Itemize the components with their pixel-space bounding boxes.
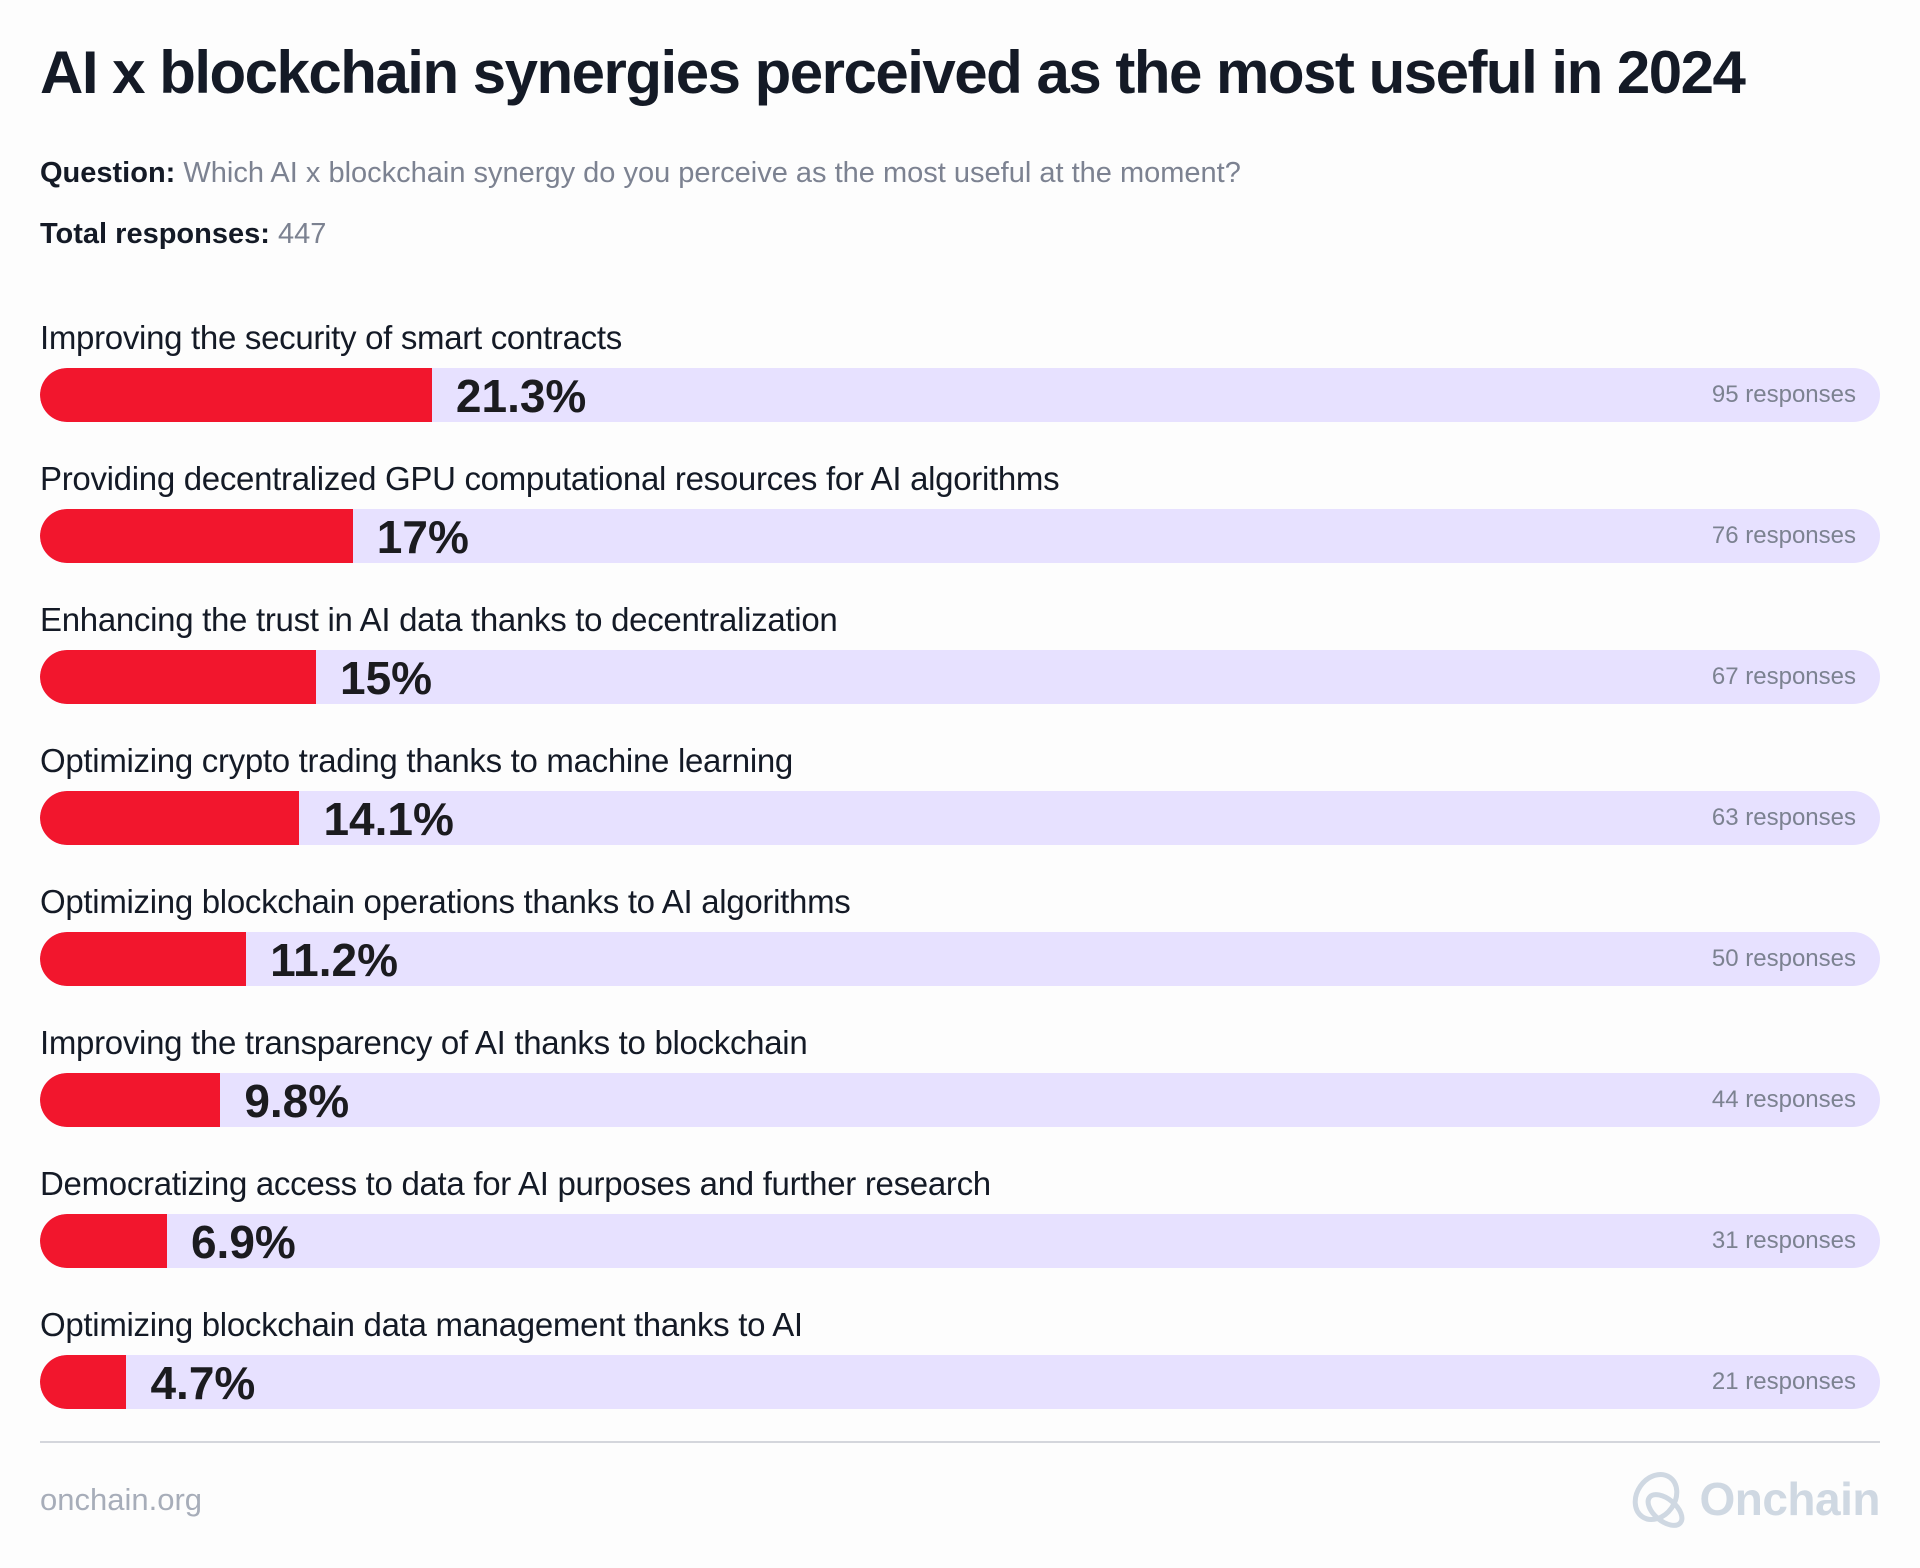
responses-label: 76 responses	[1711, 522, 1856, 549]
total-label: Total responses:	[40, 218, 270, 250]
value-label: 15%	[340, 652, 433, 704]
chart-title: AI x blockchain synergies perceived as t…	[40, 39, 1746, 106]
bar-row: Optimizing blockchain data management th…	[40, 1305, 1880, 1435]
value-label: 17%	[376, 511, 469, 563]
bar-row: Improving the security of smart contract…	[40, 318, 1880, 448]
responses-label: 67 responses	[1711, 663, 1856, 690]
category-label: Optimizing crypto trading thanks to mach…	[40, 742, 793, 779]
value-label: 11.2%	[270, 934, 398, 986]
bar-track	[40, 1073, 1880, 1127]
category-label: Enhancing the trust in AI data thanks to…	[40, 601, 838, 638]
value-label: 9.8%	[244, 1075, 350, 1127]
category-label: Optimizing blockchain operations thanks …	[40, 883, 851, 920]
bar	[40, 1355, 127, 1409]
onchain-logo: Onchain	[1629, 1470, 1880, 1528]
bar	[40, 1214, 167, 1268]
bar-track	[40, 1355, 1880, 1409]
total-line: Total responses: 447	[40, 218, 326, 251]
bar-track	[40, 1214, 1880, 1268]
bar	[40, 509, 353, 563]
question-line: Question: Which AI x blockchain synergy …	[40, 157, 1241, 190]
bar-track	[40, 368, 1880, 422]
bar-row: Democratizing access to data for AI purp…	[40, 1164, 1880, 1294]
value-label: 21.3%	[455, 370, 587, 422]
value-label: 6.9%	[190, 1216, 296, 1268]
responses-label: 21 responses	[1711, 1368, 1856, 1395]
bar-track	[40, 509, 1880, 563]
category-label: Democratizing access to data for AI purp…	[40, 1165, 991, 1202]
bar	[40, 368, 432, 422]
question-text: Which AI x blockchain synergy do you per…	[183, 157, 1241, 189]
category-label: Improving the security of smart contract…	[40, 319, 622, 356]
question-label: Question:	[40, 157, 176, 189]
value-label: 14.1%	[323, 793, 454, 845]
bar	[40, 932, 247, 986]
bar-track	[40, 791, 1880, 845]
bar-row: Enhancing the trust in AI data thanks to…	[40, 600, 1880, 730]
bar-row: Optimizing blockchain operations thanks …	[40, 882, 1880, 1012]
footer-url: onchain.org	[40, 1482, 203, 1517]
bar-track	[40, 932, 1880, 986]
value-label: 4.7%	[150, 1357, 256, 1409]
bar-row: Optimizing crypto trading thanks to mach…	[40, 741, 1880, 871]
bar-row: Improving the transparency of AI thanks …	[40, 1023, 1880, 1153]
bar	[40, 791, 300, 845]
bar-row: Providing decentralized GPU computationa…	[40, 459, 1880, 589]
responses-label: 44 responses	[1711, 1086, 1856, 1113]
total-value: 447	[277, 218, 327, 250]
logo-text: Onchain	[1699, 1473, 1880, 1525]
category-label: Optimizing blockchain data management th…	[40, 1306, 803, 1343]
responses-label: 63 responses	[1711, 804, 1856, 831]
bar	[40, 650, 316, 704]
bar-track	[40, 650, 1880, 704]
category-label: Improving the transparency of AI thanks …	[40, 1024, 808, 1061]
responses-label: 95 responses	[1711, 381, 1856, 408]
responses-label: 31 responses	[1711, 1227, 1856, 1254]
responses-label: 50 responses	[1711, 945, 1856, 972]
category-label: Providing decentralized GPU computationa…	[40, 460, 1060, 497]
bar	[40, 1073, 221, 1127]
footer-divider	[40, 1441, 1880, 1443]
rings-logo-icon	[1633, 1472, 1685, 1528]
